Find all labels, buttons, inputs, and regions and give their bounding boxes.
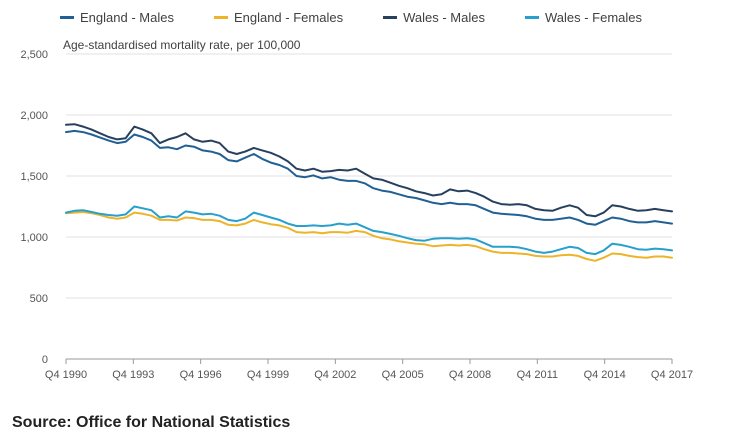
y-tick-label: 2,500 [20,49,48,61]
x-tick-label: Q4 1996 [180,369,222,381]
x-tick-label: Q4 2002 [314,369,356,381]
series-line-wales-males [65,123,673,218]
y-tick-label: 0 [42,354,48,366]
x-tick-label: Q4 2014 [584,369,626,381]
x-tick-label: Q4 1993 [112,369,154,381]
legend-label-england-females: England - Females [233,10,344,25]
legend-item-england-males[interactable]: England - Males [60,10,174,25]
legend-item-wales-males[interactable]: Wales - Males [383,10,485,25]
legend-swatch-wales-females [524,16,539,19]
legend: England - Males England - Females Wales … [60,10,682,25]
x-tick-label: Q4 2008 [449,369,491,381]
x-tick-label: Q4 1999 [247,369,289,381]
y-tick-label: 1,500 [20,171,48,183]
legend-item-england-females[interactable]: England - Females [213,10,344,25]
legend-label-wales-males: Wales - Males [403,10,485,25]
y-axis-label: Age-standardised mortality rate, per 100… [63,38,301,52]
legend-swatch-england-females [213,16,228,19]
series-line-england-males [65,129,673,226]
legend-swatch-england-males [60,16,74,19]
series-line-wales-females [65,205,673,256]
series-line-england-females [65,211,673,262]
legend-label-england-males: England - Males [80,10,174,25]
line-chart: 0 500 1,000 1,500 2,000 2,500 Age-standardised… [20,38,693,381]
legend-label-wales-females: Wales - Females [544,10,642,25]
x-tick-label: Q4 2005 [382,369,424,381]
legend-item-wales-females[interactable]: Wales - Females [524,10,642,25]
x-tick-label: Q4 2011 [517,369,558,381]
y-tick-label: 1,000 [20,232,48,244]
x-tick-label: Q4 1990 [45,369,87,381]
y-tick-label: 2,000 [20,110,48,122]
x-tick-label: Q4 2017 [651,369,693,381]
legend-swatch-wales-males [383,16,398,19]
source-note: Source: Office for National Statistics [12,414,291,431]
y-tick-label: 500 [30,293,48,305]
